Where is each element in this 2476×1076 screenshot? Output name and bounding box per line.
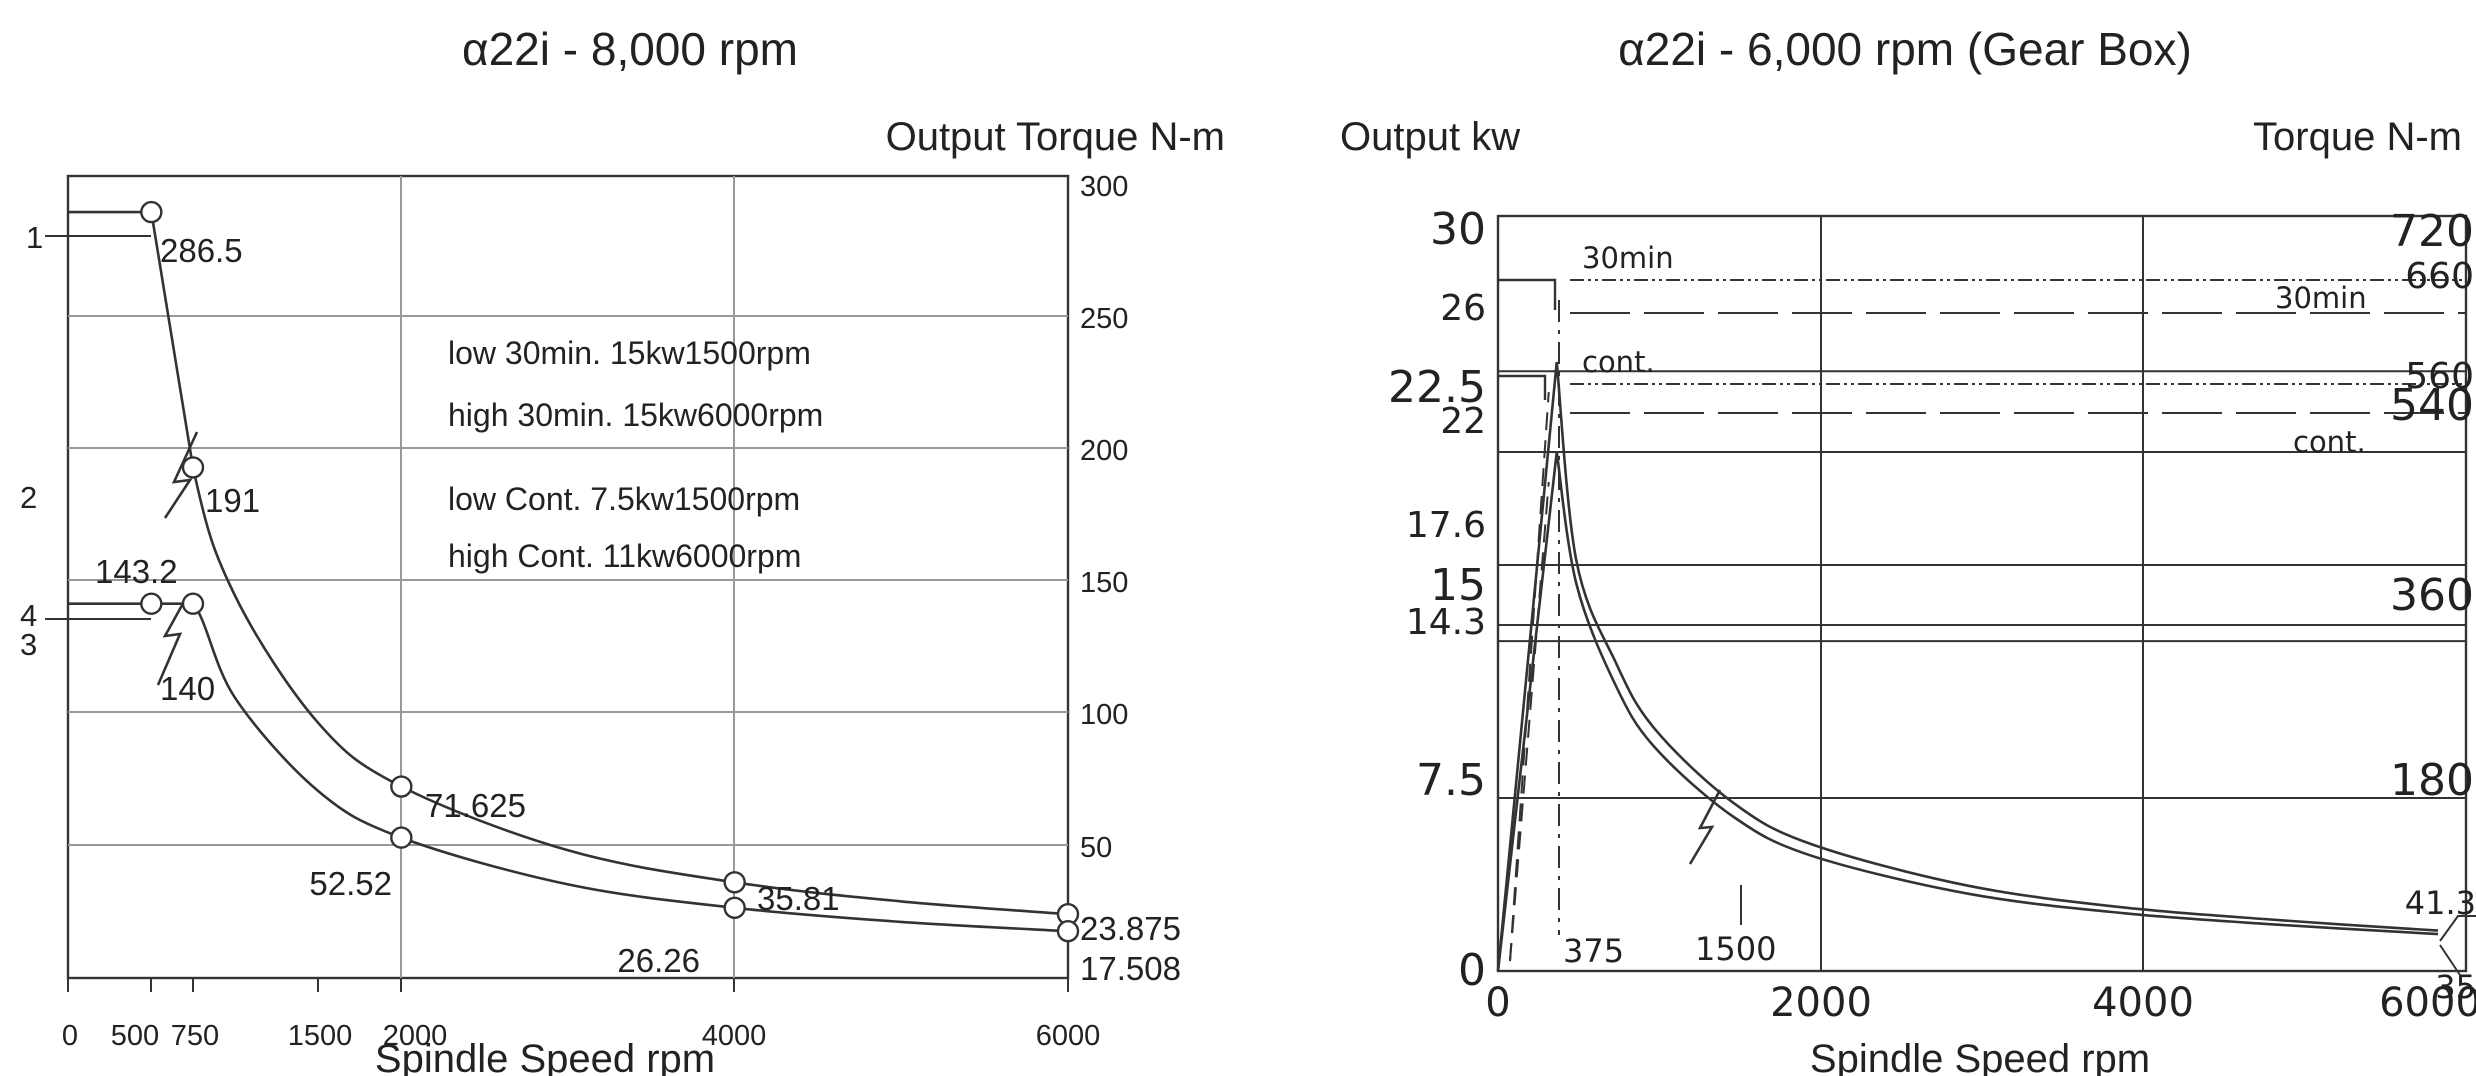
left-chart-title: α22i - 8,000 rpm <box>462 23 798 75</box>
right-left-tick: 7.5 <box>1416 755 1486 806</box>
right-right-axis-label: Torque N-m <box>2253 115 2462 159</box>
right-left-tick: 17.6 <box>1406 505 1486 546</box>
left-label-1: 1 <box>26 220 43 255</box>
left-curves <box>68 210 1069 933</box>
right-x-tick-2000: 2000 <box>1770 980 1872 1026</box>
left-x-tick-500: 500 <box>111 1020 159 1052</box>
left-x-tick-0: 0 <box>62 1020 78 1052</box>
right-left-tick: 22 <box>1440 401 1486 442</box>
right-annot-30min-right: 30min <box>2275 281 2367 315</box>
left-x-tick-2000: 2000 <box>383 1020 448 1052</box>
right-leader-41 <box>2439 915 2476 942</box>
right-left-tick: 14.3 <box>1406 602 1486 643</box>
left-right-tick-250: 250 <box>1080 303 1128 335</box>
right-curves <box>1496 361 2439 972</box>
right-chart: α22i - 6,000 rpm (Gear Box) Output kw To… <box>1340 23 2476 1076</box>
right-series-line-1 <box>1496 451 2439 972</box>
right-series-ramp-0 <box>1509 391 1550 962</box>
right-annot-1500: 1500 <box>1695 930 1776 968</box>
left-label-4: 4 <box>20 598 37 633</box>
left-right-tick-200: 200 <box>1080 435 1128 467</box>
right-x-axis-label: Spindle Speed rpm <box>1810 1037 2150 1076</box>
left-x-tick-marks <box>67 978 1069 992</box>
left-point-label: 143.2 <box>95 553 178 590</box>
left-point-marker <box>723 871 746 894</box>
left-right-axis-label: Output Torque N-m <box>886 115 1225 159</box>
left-point-labels: 286.5 191 71.625 35.81 23.875 143.2 140 52.52 26… <box>95 232 1181 987</box>
right-plot-frame <box>1496 214 2468 973</box>
left-point-marker <box>723 896 746 919</box>
left-point-label: 17.508 <box>1080 950 1181 987</box>
left-note-1: low 30min. 15kw1500rpm <box>448 335 811 371</box>
right-lightning-icon <box>1688 789 1722 865</box>
left-point-marker <box>181 592 205 615</box>
left-markers <box>140 200 1080 943</box>
right-annot-375: 375 <box>1563 932 1624 970</box>
left-point-marker <box>390 775 413 798</box>
left-lightning-icon-lower <box>156 597 188 686</box>
right-series-line-0 <box>1496 361 2439 972</box>
right-series-ramp-1 <box>1509 481 1550 962</box>
left-point-label: 52.52 <box>309 865 392 902</box>
left-right-tick-100: 100 <box>1080 699 1128 731</box>
left-x-tick-6000: 6000 <box>1036 1020 1101 1052</box>
left-point-marker <box>390 826 413 849</box>
right-annot-cont-left: cont. <box>1582 345 1655 379</box>
left-series-line-1 <box>68 602 1069 933</box>
right-left-tick: 15 <box>1430 560 1486 611</box>
right-right-tick: 540 <box>2390 380 2474 431</box>
left-right-tick-150: 150 <box>1080 567 1128 599</box>
left-point-label: 35.81 <box>757 880 840 917</box>
right-chart-title: α22i - 6,000 rpm (Gear Box) <box>1618 23 2192 75</box>
left-point-label: 140 <box>160 670 215 707</box>
left-label-2: 2 <box>20 480 37 515</box>
right-left-tick: 22.5 <box>1388 362 1486 413</box>
left-note-4: high Cont. 11kw6000rpm <box>448 538 801 574</box>
right-level-lines <box>1498 278 2466 799</box>
left-point-label: 71.625 <box>425 787 526 824</box>
left-point-marker <box>140 200 163 224</box>
left-x-tick-1500: 1500 <box>288 1020 353 1052</box>
left-point-marker <box>181 456 205 479</box>
right-right-tick: 360 <box>2390 570 2474 621</box>
left-point-label: 23.875 <box>1080 910 1181 947</box>
left-point-label: 286.5 <box>160 232 243 269</box>
right-left-tick: 0 <box>1458 945 1486 996</box>
right-annot-30min-left: 30min <box>1582 241 1674 275</box>
right-x-tick-4000: 4000 <box>2092 980 2194 1026</box>
left-lightning-icon-upper <box>163 431 199 519</box>
left-point-label: 26.26 <box>617 942 700 979</box>
right-right-tick: 180 <box>2390 755 2474 806</box>
right-left-tick: 30 <box>1430 204 1486 255</box>
left-x-axis-label: Spindle Speed rpm <box>375 1037 715 1076</box>
right-annot-cont-right: cont. <box>2293 425 2366 459</box>
left-note-3: low Cont. 7.5kw1500rpm <box>448 481 800 517</box>
left-series-line-0 <box>68 210 1069 916</box>
right-left-tick: 26 <box>1440 288 1486 329</box>
right-leader-35 <box>2439 944 2461 976</box>
left-note-2: high 30min. 15kw6000rpm <box>448 397 823 433</box>
left-right-tick-300: 300 <box>1080 171 1128 203</box>
right-right-tick: 35 <box>2435 968 2476 1006</box>
right-cont-step <box>1498 374 1547 400</box>
left-point-marker <box>1056 919 1080 943</box>
left-right-tick-50: 50 <box>1080 832 1112 864</box>
right-right-tick: 560 <box>2405 356 2474 397</box>
left-point-marker <box>140 592 163 615</box>
left-plot-frame <box>66 174 1070 980</box>
left-point-label: 191 <box>205 482 260 519</box>
right-left-axis-label: Output kw <box>1340 115 1520 159</box>
left-x-tick-4000: 4000 <box>702 1020 767 1052</box>
right-x-tick-6000: 6000 <box>2379 980 2476 1026</box>
right-x-tick-0: 0 <box>1485 980 1510 1026</box>
right-right-tick: 660 <box>2405 256 2474 297</box>
right-30min-step <box>1498 278 1557 310</box>
left-label-3: 3 <box>20 627 37 662</box>
left-chart: α22i - 8,000 rpm Output Torque N-m 0 <box>20 23 1225 1076</box>
right-right-tick: 720 <box>2390 206 2474 257</box>
left-x-tick-750: 750 <box>171 1020 219 1052</box>
